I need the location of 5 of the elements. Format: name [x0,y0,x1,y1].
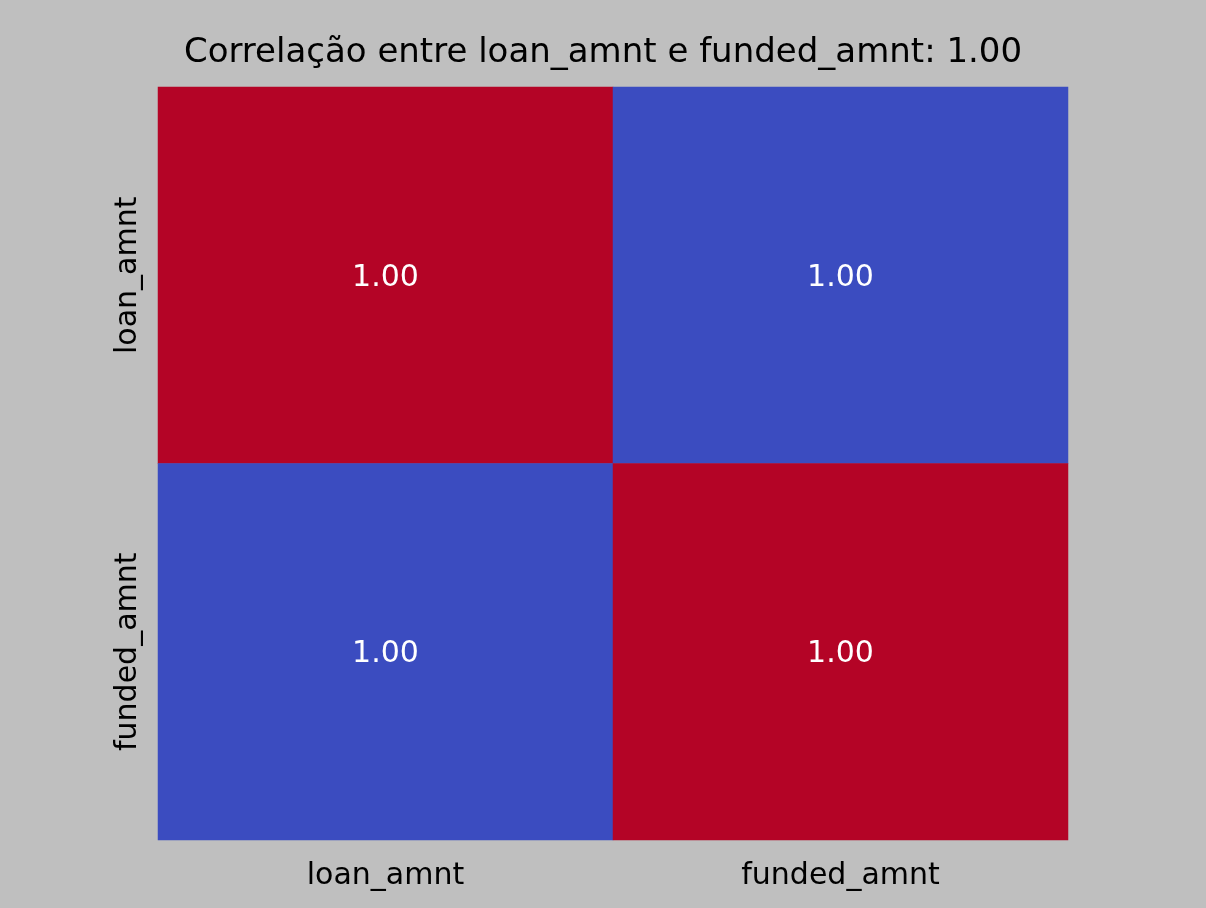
data-label: 1.00 [352,257,419,293]
data-label: 1.00 [807,257,874,293]
data-label: 1.00 [352,634,419,670]
chart-title: Correlação entre loan_amnt e funded_amnt: 1.00 [183,30,1023,70]
data-label: 1.00 [807,634,874,670]
